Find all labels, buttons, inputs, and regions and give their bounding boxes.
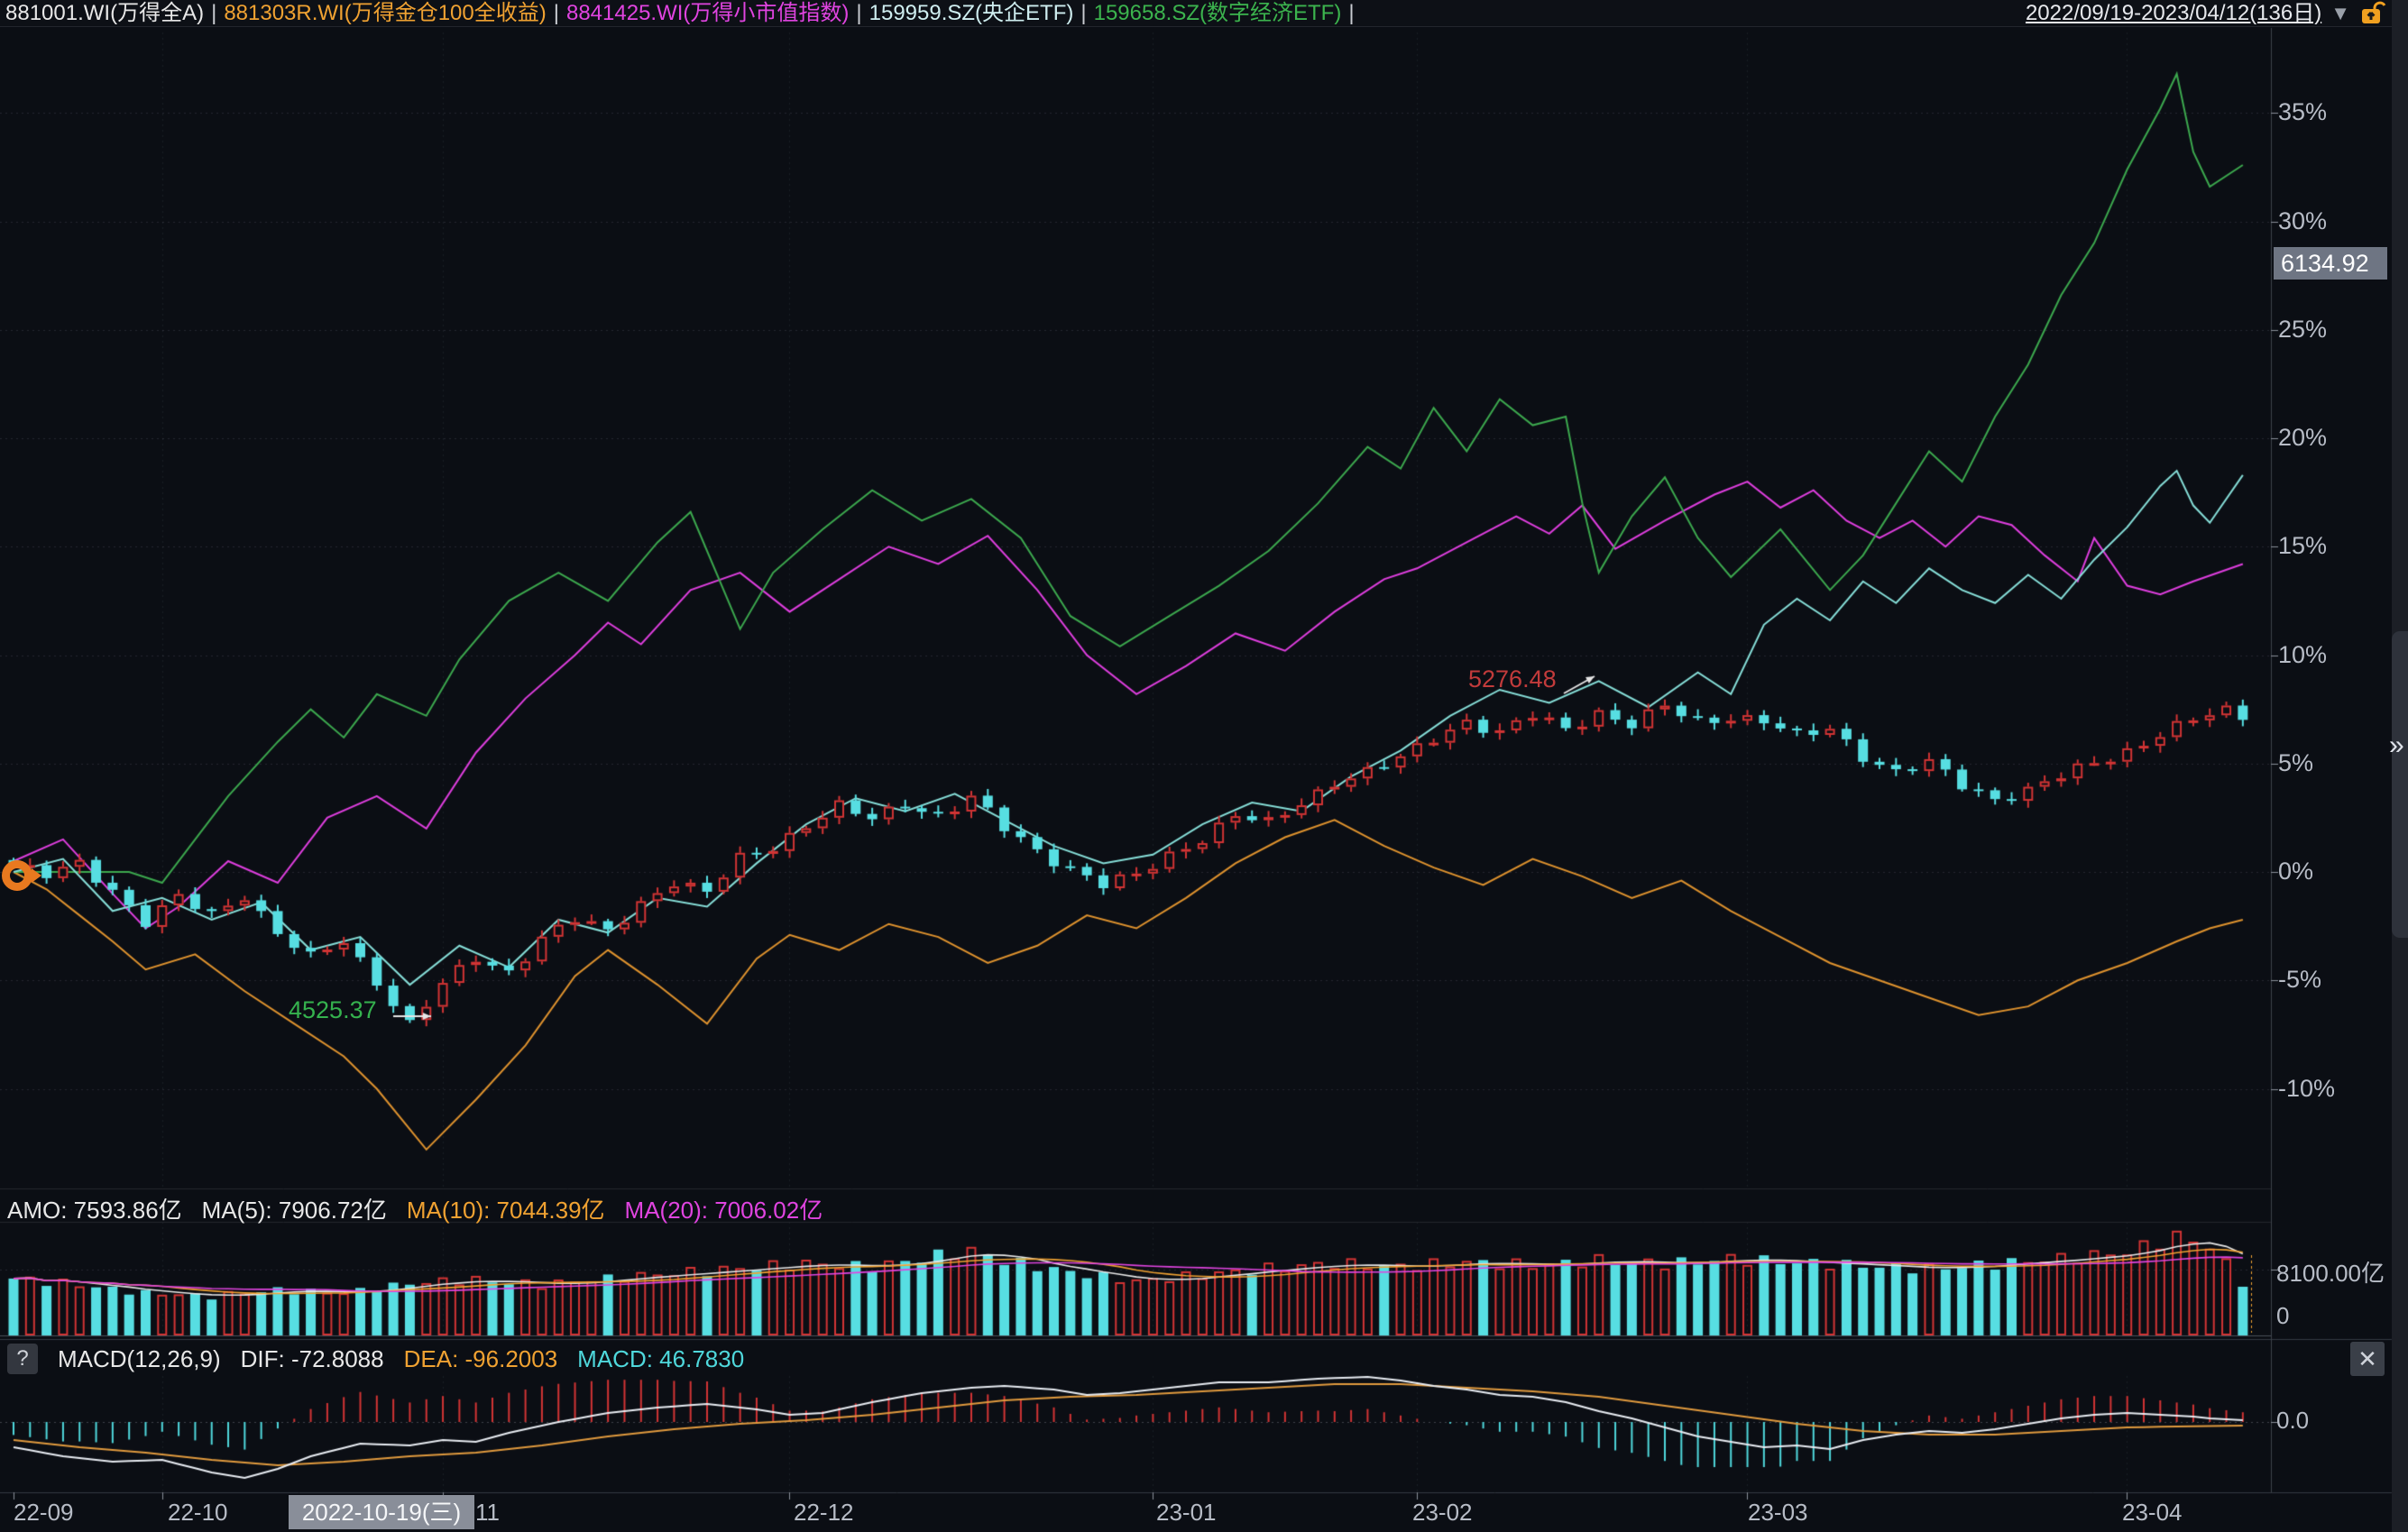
macd-legend-item-3: MACD: 46.7830	[577, 1345, 744, 1373]
y-axis-label: 15%	[2278, 532, 2327, 560]
macd-axis-zero-label: 0.0	[2276, 1407, 2309, 1435]
x-axis-label: 11	[475, 1499, 500, 1527]
x-axis-label: 22-10	[168, 1499, 228, 1527]
y-axis-label: -10%	[2278, 1075, 2335, 1103]
period-high-label: 5276.48	[1468, 665, 1557, 693]
macd-legend: MACD(12,26,9) DIF: -72.8088 DEA: -96.2003 M…	[58, 1345, 744, 1373]
y-axis-label: 20%	[2278, 424, 2327, 452]
separator: |	[554, 1, 559, 25]
header-bar: 881001.WI(万得全A) | 881303R.WI(万得金仓100全收益) | 8…	[0, 0, 2392, 27]
last-value-badge: 6134.92	[2274, 247, 2387, 280]
date-range-link[interactable]: 2022/09/19-2023/04/12(136日)	[2026, 0, 2321, 27]
x-axis-label: 23-04	[2122, 1499, 2183, 1527]
instrument-label-2[interactable]: 8841425.WI(万得小市值指数)	[566, 1, 849, 25]
volume-axis-top-label: 8100.00亿	[2276, 1255, 2385, 1289]
selected-date-box: 2022-10-19(三)	[289, 1495, 474, 1529]
separator: |	[211, 1, 216, 25]
anchor-point-arrow	[32, 868, 41, 883]
instrument-label-1[interactable]: 881303R.WI(万得金仓100全收益)	[224, 1, 546, 25]
y-axis-label: 5%	[2278, 749, 2313, 777]
volume-legend-item-0: AMO: 7593.86亿	[7, 1192, 182, 1225]
y-axis-label: 30%	[2278, 207, 2327, 235]
period-low-label: 4525.37	[289, 996, 377, 1024]
macd-legend-item-2: DEA: -96.2003	[404, 1345, 558, 1373]
y-axis-label: -5%	[2278, 966, 2321, 994]
x-axis-label: 23-02	[1412, 1499, 1473, 1527]
stock-terminal-app: 881001.WI(万得全A) | 881303R.WI(万得金仓100全收益) | 8…	[0, 0, 2408, 1532]
volume-legend-item-3: MA(20): 7006.02亿	[625, 1192, 823, 1225]
volume-legend-item-1: MA(5): 7906.72亿	[202, 1192, 387, 1225]
y-axis-label: 0%	[2278, 858, 2313, 885]
anchor-point-marker	[2, 860, 32, 891]
instrument-label-0[interactable]: 881001.WI(万得全A)	[5, 1, 204, 25]
x-axis-label: 23-01	[1156, 1499, 1217, 1527]
macd-legend-item-0: MACD(12,26,9)	[58, 1345, 221, 1373]
separator: |	[1080, 1, 1086, 25]
chart-canvas[interactable]	[0, 0, 2408, 1532]
y-axis-label: 10%	[2278, 641, 2327, 669]
separator: |	[856, 1, 861, 25]
x-axis-label: 22-09	[14, 1499, 74, 1527]
y-axis-label: 25%	[2278, 316, 2327, 344]
macd-header: ? MACD(12,26,9) DIF: -72.8088 DEA: -96.200…	[7, 1344, 744, 1374]
volume-axis-zero-label: 0	[2276, 1302, 2289, 1330]
instrument-list: 881001.WI(万得全A) | 881303R.WI(万得金仓100全收益) | 8…	[5, 0, 1362, 27]
unlock-icon[interactable]	[2359, 1, 2386, 26]
expand-panel-icon[interactable]: »	[2389, 730, 2404, 761]
side-panel-handle[interactable]	[2392, 631, 2408, 938]
separator: |	[1348, 1, 1354, 25]
macd-legend-item-1: DIF: -72.8088	[241, 1345, 384, 1373]
chevron-down-icon[interactable]: ▼	[2330, 0, 2350, 27]
instrument-label-4[interactable]: 159658.SZ(数字经济ETF)	[1094, 1, 1342, 25]
volume-legend-item-2: MA(10): 7044.39亿	[407, 1192, 605, 1225]
x-axis-label: 23-03	[1748, 1499, 1808, 1527]
help-icon[interactable]: ?	[7, 1344, 38, 1374]
instrument-label-3[interactable]: 159959.SZ(央企ETF)	[869, 1, 1074, 25]
y-axis-label: 35%	[2278, 98, 2327, 126]
close-pane-button[interactable]: ✕	[2350, 1342, 2385, 1376]
volume-legend: AMO: 7593.86亿 MA(5): 7906.72亿 MA(10): 7044…	[7, 1192, 823, 1225]
x-axis-label: 22-12	[794, 1499, 854, 1527]
